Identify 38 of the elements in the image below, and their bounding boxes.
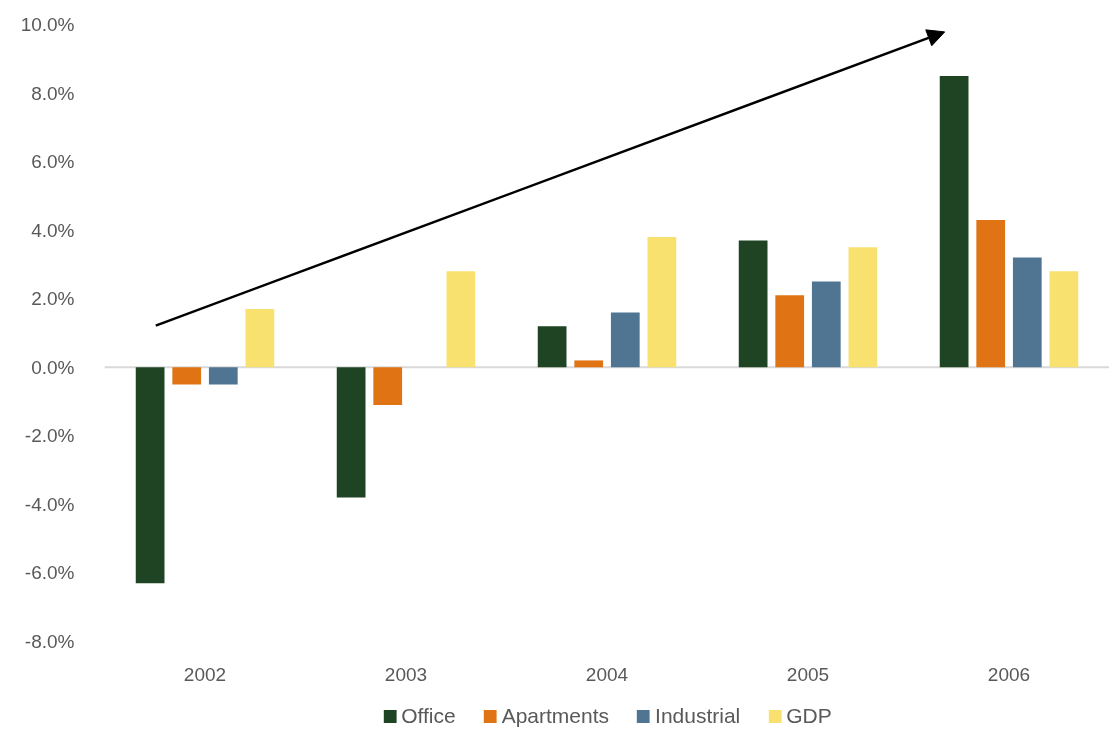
bar bbox=[738, 240, 768, 368]
bar bbox=[574, 360, 604, 368]
x-tick-label: 2006 bbox=[987, 663, 1031, 685]
y-tick-label: 2.0% bbox=[31, 288, 75, 310]
legend-label: Office bbox=[401, 703, 456, 728]
bar bbox=[208, 367, 238, 385]
bar bbox=[848, 247, 878, 368]
x-tick-label: 2003 bbox=[384, 663, 428, 685]
bar bbox=[373, 367, 403, 405]
bar bbox=[610, 312, 640, 368]
legend-label: Industrial bbox=[655, 703, 741, 728]
bar bbox=[537, 326, 567, 368]
bar bbox=[446, 271, 476, 368]
bar bbox=[245, 309, 275, 368]
bar bbox=[976, 219, 1006, 368]
y-tick-label: -8.0% bbox=[24, 631, 75, 652]
bar bbox=[135, 367, 165, 584]
legend-label: GDP bbox=[786, 703, 832, 728]
x-tick-label: 2004 bbox=[585, 663, 629, 685]
y-tick-label: -2.0% bbox=[24, 425, 75, 447]
bar bbox=[336, 367, 366, 498]
y-tick-label: 10.0% bbox=[20, 14, 75, 35]
bar bbox=[647, 237, 677, 368]
y-tick-label: 0.0% bbox=[31, 356, 75, 378]
bar bbox=[1049, 271, 1079, 368]
y-tick-label: 6.0% bbox=[31, 151, 75, 173]
bar bbox=[775, 295, 805, 368]
bar bbox=[939, 75, 969, 368]
y-tick-label: -6.0% bbox=[24, 562, 75, 584]
legend-label: Apartments bbox=[501, 703, 610, 728]
bar bbox=[1012, 257, 1042, 368]
x-tick-label: 2005 bbox=[786, 663, 830, 685]
y-tick-label: -4.0% bbox=[24, 493, 75, 515]
bar bbox=[811, 281, 841, 368]
x-tick-label: 2002 bbox=[183, 663, 227, 685]
bar bbox=[172, 367, 202, 385]
y-tick-label: 4.0% bbox=[31, 219, 75, 241]
y-tick-label: 8.0% bbox=[31, 82, 75, 104]
